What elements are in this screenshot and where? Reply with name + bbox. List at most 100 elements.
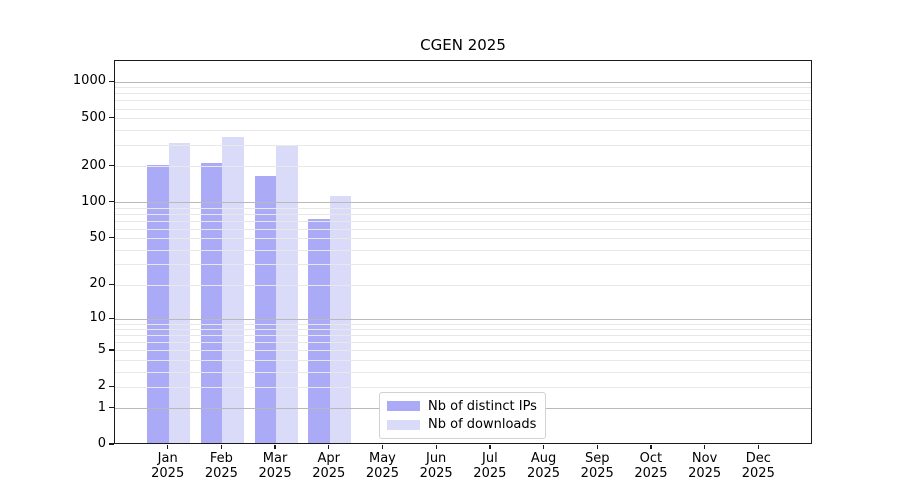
bar-distinct-ips [200, 163, 223, 443]
x-tick-mark [757, 445, 759, 449]
grid-line-minor [115, 118, 811, 120]
bar-distinct-ips [308, 219, 330, 443]
x-tick-month: Sep [584, 451, 610, 466]
legend-item: Nb of distinct IPs [387, 397, 538, 416]
x-axis-tick-label: Nov 2025 [677, 451, 733, 481]
x-axis-tick-label: Aug 2025 [516, 451, 572, 481]
grid-line-minor [115, 249, 811, 251]
x-tick-month: Apr [317, 451, 341, 466]
x-tick-month: Mar [262, 451, 288, 466]
x-tick-mark [596, 445, 598, 449]
grid-line-major [115, 81, 811, 83]
x-tick-mark [435, 445, 437, 449]
y-tick-mark [109, 443, 114, 445]
x-axis-tick-label: Apr 2025 [301, 451, 357, 481]
bar-distinct-ips [254, 176, 277, 443]
y-tick-mark [109, 349, 114, 351]
grid-line-minor [115, 100, 811, 102]
grid-line-minor [115, 359, 811, 361]
x-tick-year: 2025 [634, 466, 668, 481]
y-tick-mark [109, 80, 114, 82]
x-tick-year: 2025 [419, 466, 453, 481]
y-axis-tick-label: 500 [81, 109, 106, 125]
x-axis-tick-label: Jun 2025 [408, 451, 464, 481]
x-axis-tick-label: Jul 2025 [462, 451, 518, 481]
legend-label: Nb of distinct IPs [428, 398, 537, 414]
x-tick-year: 2025 [151, 466, 185, 481]
x-tick-mark [489, 445, 491, 449]
x-tick-mark [650, 445, 652, 449]
x-tick-mark [542, 445, 545, 449]
grid-line-minor [115, 220, 811, 222]
grid-line-minor [115, 342, 811, 344]
y-axis-tick-label: 20 [89, 276, 106, 292]
y-axis-tick-label: 0 [97, 436, 106, 451]
bar-distinct-ips [147, 164, 169, 443]
x-tick-year: 2025 [473, 466, 507, 481]
x-tick-year: 2025 [312, 466, 346, 481]
x-axis-tick-label: Oct 2025 [623, 451, 679, 481]
y-axis-tick-label: 200 [81, 157, 106, 173]
x-axis-tick-label: Sep 2025 [569, 451, 625, 481]
x-tick-mark [704, 445, 706, 449]
grid-line-minor [115, 207, 811, 209]
x-tick-year: 2025 [741, 466, 775, 481]
grid-line-minor [115, 335, 811, 337]
grid-line-minor [115, 238, 811, 240]
bar-downloads [168, 143, 191, 443]
x-tick-mark [328, 445, 330, 449]
grid-line-minor [115, 350, 811, 352]
x-tick-mark [167, 445, 169, 449]
x-tick-month: Nov [691, 451, 718, 466]
x-tick-month: May [369, 451, 396, 466]
grid-line-minor [115, 166, 811, 168]
bar-downloads [276, 145, 298, 443]
y-axis-tick-label: 50 [89, 229, 106, 245]
x-tick-year: 2025 [204, 466, 238, 481]
chart-title: CGEN 2025 [420, 36, 506, 54]
y-tick-mark [109, 283, 114, 285]
y-axis-tick-label: 1 [97, 399, 106, 415]
legend-swatch-downloads-icon [387, 419, 420, 430]
x-tick-year: 2025 [365, 466, 399, 481]
legend-item: Nb of downloads [387, 416, 538, 435]
x-axis-tick-label: May 2025 [354, 451, 410, 481]
y-axis-tick-label: 5 [97, 341, 106, 357]
grid-line-minor [115, 228, 811, 230]
x-tick-month: Jun [425, 451, 447, 466]
grid-line-minor [115, 329, 811, 331]
grid-line-major [115, 318, 811, 320]
y-tick-mark [109, 201, 114, 203]
y-axis-tick-label: 10 [89, 310, 106, 326]
grid-line-minor [115, 129, 811, 131]
y-tick-mark [109, 236, 114, 239]
y-tick-mark [109, 164, 114, 167]
y-tick-mark [109, 407, 114, 409]
legend: Nb of distinct IPs Nb of downloads [379, 392, 546, 439]
x-axis-tick-label: Mar 2025 [247, 451, 303, 481]
x-tick-mark [220, 445, 223, 449]
x-tick-year: 2025 [688, 466, 722, 481]
y-axis-tick-label: 1000 [72, 73, 106, 89]
grid-line-minor [115, 87, 811, 89]
legend-label: Nb of downloads [428, 417, 537, 433]
grid-line-minor [115, 93, 811, 95]
x-tick-month: Feb [209, 451, 233, 466]
x-tick-month: Aug [530, 451, 557, 466]
plot-area [114, 60, 812, 444]
y-tick-mark [109, 317, 114, 319]
y-axis-tick-label: 100 [81, 193, 106, 209]
x-tick-mark [274, 445, 276, 449]
x-tick-year: 2025 [526, 466, 561, 481]
y-axis-tick-label: 2 [97, 378, 106, 394]
grid-line-minor [115, 371, 811, 373]
x-axis-tick-label: Dec 2025 [730, 451, 786, 481]
y-tick-mark [109, 385, 114, 388]
x-tick-month: Jul [482, 451, 498, 466]
bar-downloads [222, 136, 244, 443]
x-tick-year: 2025 [580, 466, 614, 481]
grid-line-major [115, 202, 811, 204]
grid-line-minor [115, 144, 811, 146]
y-tick-mark [109, 117, 114, 119]
